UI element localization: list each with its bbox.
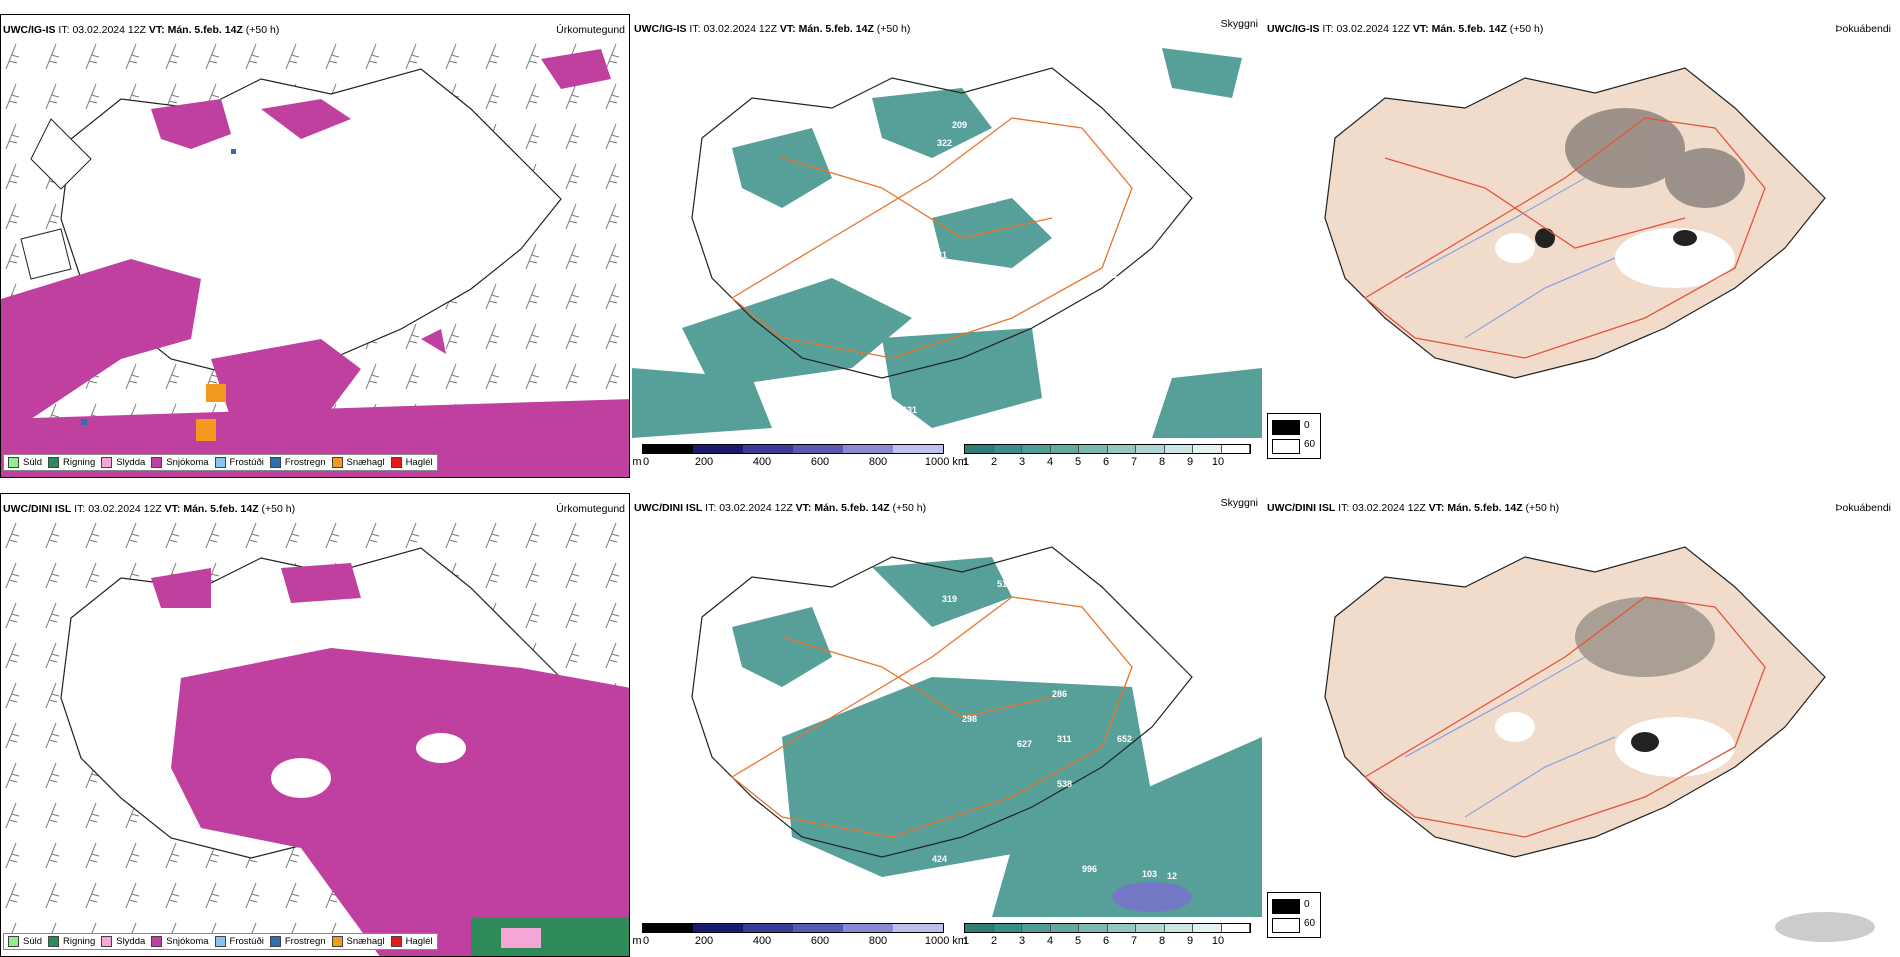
fog-panel-row2: UWC/DINI ISL IT: 03.02.2024 12Z VT: Mán.… xyxy=(1265,493,1895,957)
panel-title: Skyggni xyxy=(1220,18,1258,30)
scale-bar: m 0 200 400 600 800 1000 km 1 2 3 4 5 6 … xyxy=(632,923,1262,953)
value-label: 286 xyxy=(1052,689,1067,699)
panel-title: Skyggni xyxy=(1220,497,1258,509)
scale-bar: m 0 200 400 600 800 1000 km 1 2 3 4 5 6 … xyxy=(632,444,1262,474)
panel-header: UWC/IG-IS IT: 03.02.2024 12Z VT: Mán. 5.… xyxy=(3,24,280,36)
value-label: 322 xyxy=(937,138,952,148)
value-label: 627 xyxy=(1017,739,1032,749)
legend-item: Rigning xyxy=(48,936,95,947)
precip-panel-row2: UWC/DINI ISL IT: 03.02.2024 12Z VT: Mán.… xyxy=(0,493,630,957)
legend-item: Snæhagl xyxy=(331,936,385,947)
panel-header: UWC/DINI ISL IT: 03.02.2024 12Z VT: Mán.… xyxy=(3,503,296,515)
legend-item: Súld xyxy=(8,457,42,468)
panel-header: UWC/DINI ISL IT: 03.02.2024 12Z VT: Mán.… xyxy=(634,502,927,514)
fog-panel-row1: UWC/IG-IS IT: 03.02.2024 12Z VT: Mán. 5.… xyxy=(1265,14,1895,478)
value-label: 514 xyxy=(997,579,1012,589)
panel-header: UWC/IG-IS IT: 03.02.2024 12Z VT: Mán. 5.… xyxy=(634,23,911,35)
value-label: 15 xyxy=(1072,180,1082,190)
cloud-panel-row1: UWC/IG-IS IT: 03.02.2024 12Z VT: Mán. 5.… xyxy=(632,14,1262,478)
value-label: 468 xyxy=(1102,270,1117,280)
value-label: 137 xyxy=(1052,350,1067,360)
cloud-panel-row2: UWC/DINI ISL IT: 03.02.2024 12Z VT: Mán.… xyxy=(632,493,1262,957)
value-label: 319 xyxy=(942,594,957,604)
panel-title: Þokuábendi xyxy=(1835,502,1891,514)
value-label: 424 xyxy=(932,854,947,864)
cloud-map: 209 987 322 672 130 15 431 468 903 631 1… xyxy=(632,38,1262,438)
legend-item: Rigning xyxy=(48,457,95,468)
panel-header: UWC/DINI ISL IT: 03.02.2024 12Z VT: Mán.… xyxy=(1267,502,1560,514)
legend-item: Haglél xyxy=(390,457,433,468)
legend-item: Slydda xyxy=(101,936,145,947)
value-label: 431 xyxy=(932,250,947,260)
legend-item: Frostúði xyxy=(214,457,264,468)
value-label: 103 xyxy=(1142,869,1157,879)
value-label: 903 xyxy=(802,430,817,438)
panel-title: Þokuábendi xyxy=(1835,23,1891,35)
value-label: 130 xyxy=(982,195,997,205)
precip-legend: Súld Rigning Slydda Snjókoma Frostúði Fr… xyxy=(3,454,438,471)
panel-header: UWC/IG-IS IT: 03.02.2024 12Z VT: Mán. 5.… xyxy=(1267,23,1544,35)
value-label: 987 xyxy=(992,115,1007,125)
precip-legend: Súld Rigning Slydda Snjókoma Frostúði Fr… xyxy=(3,933,438,950)
legend-item: Snæhagl xyxy=(331,457,385,468)
legend-item: Slydda xyxy=(101,457,145,468)
cloud-map: 319 514 15 298 627 311 652 286 538 424 9… xyxy=(632,517,1262,917)
panel-title: Úrkomutegund xyxy=(556,24,625,36)
legend-item: Snjókoma xyxy=(151,457,209,468)
fog-legend-row2: 0 60 xyxy=(1267,892,1321,938)
precip-map xyxy=(1,39,629,477)
legend-item: Snjókoma xyxy=(151,936,209,947)
value-label: 652 xyxy=(1117,734,1132,744)
value-label: 298 xyxy=(962,714,977,724)
value-label: 209 xyxy=(952,120,967,130)
legend-item: Haglél xyxy=(390,936,433,947)
precip-panel-row1: UWC/IG-IS IT: 03.02.2024 12Z VT: Mán. 5.… xyxy=(0,14,630,478)
value-label: 311 xyxy=(1057,734,1072,744)
value-label: 631 xyxy=(902,405,917,415)
fog-map xyxy=(1324,67,1826,379)
value-label: 996 xyxy=(1082,864,1097,874)
legend-item: Frostúði xyxy=(214,936,264,947)
fog-map xyxy=(1324,546,1875,942)
value-label: 15 xyxy=(1127,624,1137,634)
panel-title: Úrkomutegund xyxy=(556,503,625,515)
value-label: 538 xyxy=(1057,779,1072,789)
value-label: 12 xyxy=(1167,871,1177,881)
legend-item: Frostregn xyxy=(269,457,326,468)
precip-map xyxy=(1,518,629,956)
legend-item: Súld xyxy=(8,936,42,947)
legend-item: Frostregn xyxy=(269,936,326,947)
fog-legend-row1: 0 60 xyxy=(1267,413,1321,459)
value-label: 672 xyxy=(937,190,952,200)
